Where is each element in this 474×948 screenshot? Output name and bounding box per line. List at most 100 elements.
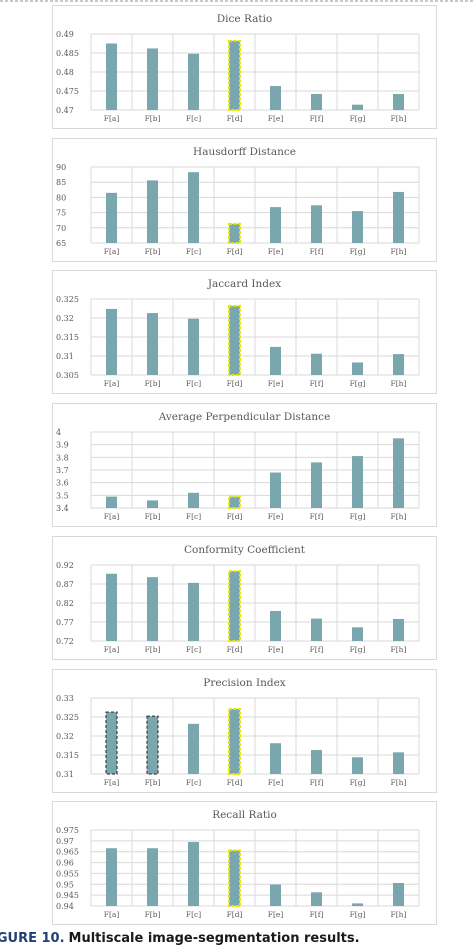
x-tick-label: F[e] (268, 645, 284, 654)
bar (106, 192, 117, 243)
bar (311, 618, 322, 641)
bar-chart: Conformity Coefficient 0.72 0.77 0.82 0.87 0.… (56, 544, 420, 654)
bar (270, 742, 281, 774)
x-tick-label: F[f] (310, 778, 324, 787)
y-tick-label: 0.49 (56, 30, 74, 39)
bar (188, 582, 199, 641)
bar (393, 883, 404, 907)
y-tick-label: 3.4 (56, 504, 69, 513)
bar (311, 892, 322, 907)
y-tick-label: 85 (56, 178, 66, 187)
chart-title: Conformity Coefficient (184, 544, 306, 556)
x-tick-label: F[b] (145, 910, 161, 919)
chart-title: Dice Ratio (217, 13, 273, 25)
x-tick-label: F[c] (186, 778, 201, 787)
x-tick-label: F[b] (145, 512, 161, 521)
y-tick-label: 4 (56, 428, 61, 437)
bar (352, 903, 363, 907)
y-tick-label: 65 (56, 239, 66, 248)
chart-panel: Recall Ratio 0.94 0.945 0.95 0.955 0.96 0.965 0… (52, 801, 437, 926)
bar (106, 43, 117, 110)
y-tick-label: 0.48 (56, 68, 74, 77)
bar (352, 456, 363, 509)
bar (270, 347, 281, 376)
bar (147, 180, 158, 243)
x-tick-label: F[g] (350, 910, 366, 919)
x-tick-label: F[g] (350, 114, 366, 123)
bar (270, 86, 281, 110)
y-tick-label: 0.77 (56, 618, 74, 627)
x-tick-label: F[g] (350, 247, 366, 256)
bar (228, 707, 241, 775)
y-tick-label: 0.325 (56, 295, 79, 304)
x-tick-label: F[e] (268, 247, 284, 256)
bar (188, 842, 199, 907)
x-tick-label: F[f] (310, 247, 324, 256)
x-tick-label: F[h] (391, 247, 407, 256)
x-tick-label: F[c] (186, 645, 201, 654)
bar (188, 723, 199, 774)
bar (393, 191, 404, 243)
y-tick-label: 0.965 (56, 848, 79, 857)
bar (270, 884, 281, 907)
bar (147, 576, 158, 641)
bar (105, 710, 118, 775)
bar (188, 171, 199, 243)
bar (352, 756, 363, 774)
bar (352, 362, 363, 376)
chart-title: Average Perpendicular Distance (158, 411, 331, 423)
x-tick-label: F[b] (145, 645, 161, 654)
y-tick-label: 0.31 (56, 770, 74, 779)
bar (393, 94, 404, 110)
bar (311, 204, 322, 243)
x-tick-label: F[f] (310, 114, 324, 123)
x-tick-label: F[f] (310, 379, 324, 388)
x-tick-label: F[a] (104, 645, 120, 654)
x-tick-label: F[b] (145, 778, 161, 787)
x-tick-label: F[b] (145, 114, 161, 123)
bar (147, 848, 158, 907)
bar (106, 848, 117, 907)
bar (393, 354, 404, 376)
x-tick-label: F[f] (310, 910, 324, 919)
bar (352, 627, 363, 641)
y-tick-label: 0.94 (56, 902, 74, 911)
bar (228, 569, 241, 642)
figure-caption: IGURE 10.Multiscale image-segmentation r… (0, 929, 474, 948)
bar (146, 715, 159, 775)
y-tick-label: 0.82 (56, 599, 74, 608)
y-tick-label: 0.96 (56, 859, 74, 868)
y-tick-label: 0.31 (56, 352, 74, 361)
bar (352, 104, 363, 110)
chart-title: Jaccard Index (207, 278, 281, 290)
y-tick-label: 3.9 (56, 441, 69, 450)
chart-panel: Hausdorff Distance 65 70 75 80 85 90 F[a] F[b] F[… (52, 137, 437, 262)
bar-chart: Jaccard Index 0.305 0.31 0.315 0.32 0.325 F[a]… (56, 278, 420, 388)
y-tick-label: 3.6 (56, 479, 69, 488)
bar (147, 48, 158, 110)
x-tick-label: F[e] (268, 512, 284, 521)
chart-panel: Jaccard Index 0.305 0.31 0.315 0.32 0.325 F[a]… (52, 270, 437, 395)
chart-title: Hausdorff Distance (193, 146, 296, 158)
x-tick-label: F[a] (104, 910, 120, 919)
bar (147, 313, 158, 376)
chart-panel: Conformity Coefficient 0.72 0.77 0.82 0.87 0.… (52, 535, 437, 660)
x-tick-label: F[c] (186, 114, 201, 123)
y-tick-label: 0.945 (56, 891, 79, 900)
y-tick-label: 70 (56, 223, 66, 232)
y-tick-label: 0.315 (56, 751, 79, 760)
y-tick-label: 0.72 (56, 637, 74, 646)
x-tick-label: F[g] (350, 778, 366, 787)
bar (311, 354, 322, 376)
x-tick-label: F[f] (310, 645, 324, 654)
x-tick-label: F[e] (268, 114, 284, 123)
y-tick-label: 75 (56, 208, 66, 217)
y-tick-label: 0.32 (56, 732, 74, 741)
x-tick-label: F[h] (391, 778, 407, 787)
x-tick-label: F[h] (391, 114, 407, 123)
bar (106, 573, 117, 641)
x-tick-label: F[e] (268, 778, 284, 787)
y-tick-label: 3.8 (56, 453, 69, 462)
figure-caption-text: Multiscale image-segmentation results. (68, 931, 360, 946)
x-tick-label: F[h] (391, 512, 407, 521)
